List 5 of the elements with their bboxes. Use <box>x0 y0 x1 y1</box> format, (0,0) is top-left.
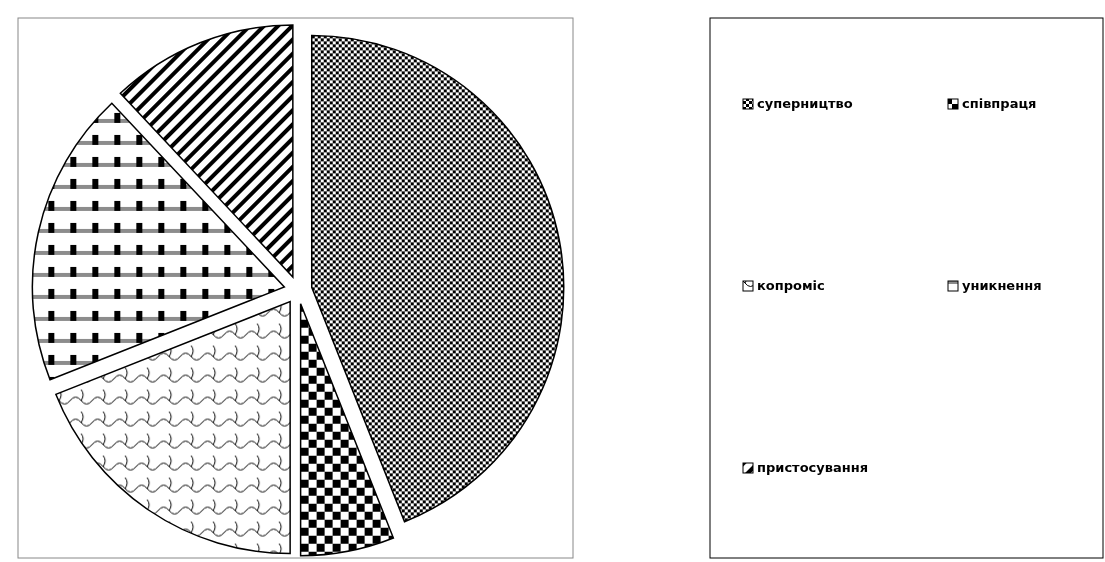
legend-label: співпраця <box>962 96 1037 111</box>
legend-label: уникнення <box>962 278 1042 293</box>
legend-label: пристосування <box>757 460 869 475</box>
legend-label: копроміс <box>757 278 825 293</box>
legend-label: суперництво <box>757 96 853 111</box>
